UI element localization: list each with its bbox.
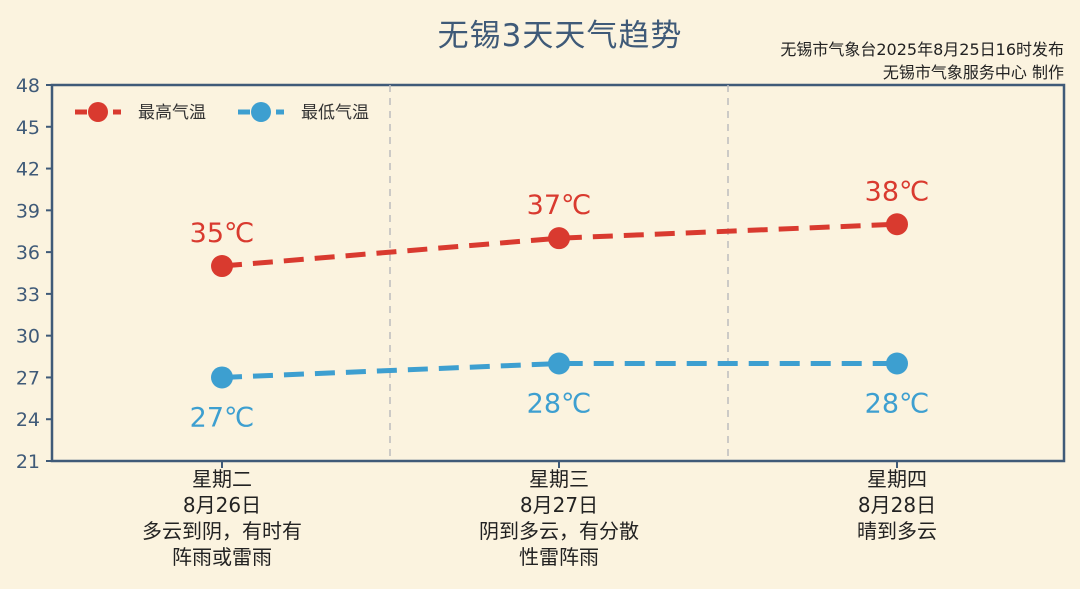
y-tick-label-24: 24 [16, 409, 40, 431]
day-3-date: 8月28日 [857, 493, 937, 517]
issuer-line-2: 无锡市气象服务中心 制作 [882, 63, 1064, 82]
legend-high-marker [88, 102, 108, 122]
low-temp-line [221, 361, 897, 380]
low-temp-label-2: 28℃ [527, 389, 592, 420]
day-2-date: 8月27日 [519, 493, 599, 517]
day-1-weather-line-2: 阵雨或雷雨 [172, 545, 272, 569]
day-2-weekday: 星期三 [529, 467, 589, 491]
y-tick-label-21: 21 [16, 451, 40, 473]
high-temp-label-1: 35℃ [190, 218, 255, 249]
high-temp-label-2: 37℃ [527, 190, 592, 221]
y-tick-label-42: 42 [16, 159, 40, 181]
issuer-line-1: 无锡市气象台2025年8月25日16时发布 [780, 40, 1064, 59]
high-temp-point-3 [886, 213, 908, 236]
y-tick-label-45: 45 [16, 117, 40, 139]
day-label-2: 星期三 8月27日 阴到多云，有分散 性雷阵雨 [409, 466, 709, 570]
day-label-3: 星期四 8月28日 晴到多云 [747, 466, 1047, 544]
day-2-weather-line-2: 性雷阵雨 [519, 545, 599, 569]
day-label-1: 星期二 8月26日 多云到阴，有时有 阵雨或雷雨 [72, 466, 372, 570]
issuer-info: 无锡市气象台2025年8月25日16时发布 无锡市气象服务中心 制作 [780, 38, 1064, 84]
day-1-weather-line-1: 多云到阴，有时有 [142, 519, 302, 543]
low-temp-label-3: 28℃ [865, 389, 930, 420]
high-temp-label-3: 38℃ [865, 176, 930, 207]
day-3-weekday: 星期四 [867, 467, 927, 491]
low-temp-point-1 [211, 366, 233, 389]
y-tick-label-33: 33 [16, 284, 40, 306]
high-temp-point-2 [548, 227, 570, 250]
high-temp-line [221, 221, 898, 269]
low-temp-point-3 [886, 352, 908, 375]
low-temp-point-2 [548, 352, 570, 375]
day-1-date: 8月26日 [182, 493, 262, 517]
chart-title: 无锡3天天气趋势 [437, 18, 683, 54]
legend-low-marker [251, 102, 271, 122]
y-tick-label-39: 39 [16, 200, 40, 222]
day-1-weekday: 星期二 [192, 467, 252, 491]
y-tick-label-30: 30 [16, 326, 40, 348]
y-tick-label-27: 27 [16, 367, 40, 389]
day-2-weather-line-1: 阴到多云，有分散 [479, 519, 639, 543]
y-tick-label-48: 48 [16, 75, 40, 97]
low-temp-label-1: 27℃ [190, 402, 255, 433]
y-tick-label-36: 36 [16, 242, 40, 264]
day-3-weather-line-1: 晴到多云 [857, 519, 937, 543]
legend-low-label: 最低气温 [301, 103, 369, 123]
legend-high-label: 最高气温 [138, 103, 206, 123]
high-temp-point-1 [211, 255, 233, 278]
